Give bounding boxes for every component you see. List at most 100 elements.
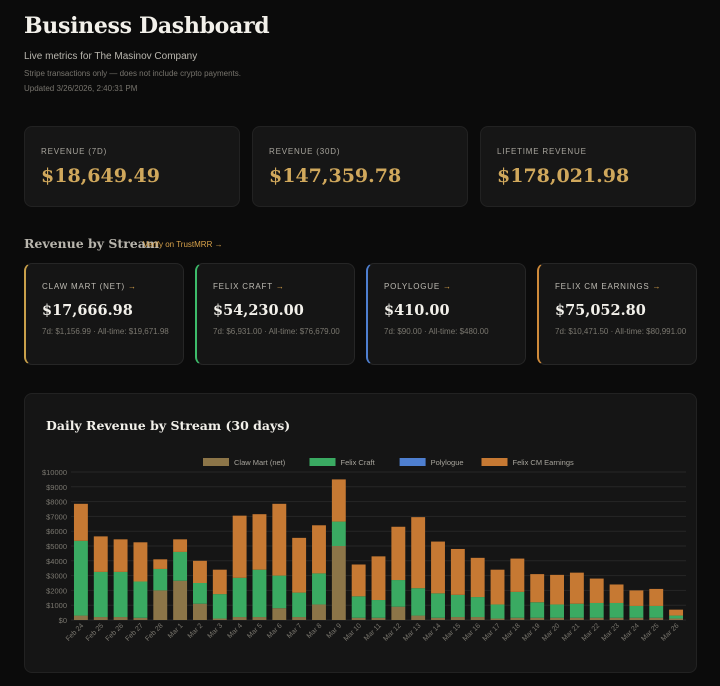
- y-tick-label: $3000: [46, 572, 67, 581]
- stream-card-polylogue[interactable]: POLYLOGUE → $410.00 7d: $90.00 · All-tim…: [366, 263, 526, 365]
- x-tick-label: Mar 5: [246, 622, 264, 640]
- bar-segment: [550, 604, 564, 618]
- bar-segment: [212, 594, 227, 619]
- daily-revenue-chart-card: Daily Revenue by Stream (30 days) $0 $100…: [24, 393, 697, 673]
- bar-segment: [371, 556, 386, 601]
- arrow-right-icon: →: [275, 282, 285, 291]
- page-title: Business Dashboard: [24, 13, 270, 39]
- bar-segment: [133, 542, 148, 582]
- bar-segment: [411, 615, 426, 620]
- arrow-right-icon: →: [128, 282, 137, 291]
- bar-segment: [411, 517, 426, 589]
- legend-swatch: [481, 458, 508, 466]
- x-tick-label: Mar 24: [620, 622, 640, 642]
- x-tick-label: Mar 4: [226, 622, 244, 640]
- bar-segment: [629, 605, 644, 618]
- stream-value: $54,230.00: [213, 302, 304, 319]
- legend-label: Claw Mart (net): [234, 458, 286, 467]
- x-tick-label: Mar 6: [266, 622, 284, 640]
- kpi-value: $178,021.98: [497, 165, 630, 187]
- y-tick-label: $6000: [46, 527, 67, 536]
- y-tick-label: $10000: [42, 468, 67, 477]
- bar-segment: [292, 617, 307, 620]
- x-tick-label: Mar 7: [286, 622, 304, 640]
- verify-trustmrr-link[interactable]: Verify on TrustMRR →: [143, 240, 223, 249]
- bar-segment: [113, 571, 128, 618]
- stream-card-claw-mart[interactable]: CLAW MART (NET) → $17,666.98 7d: $1,156.…: [24, 263, 184, 365]
- bar-segment: [252, 514, 267, 570]
- x-tick-label: Feb 26: [105, 622, 125, 642]
- y-tick-label: $0: [59, 616, 67, 625]
- bar-segment: [193, 583, 207, 604]
- bar-segment: [351, 596, 366, 618]
- bar-segment: [550, 574, 564, 605]
- stream-meta: 7d: $90.00 · All-time: $480.00: [384, 327, 489, 336]
- x-tick-label: Mar 16: [462, 622, 482, 642]
- bar-segment: [510, 617, 525, 620]
- bar-segment: [589, 617, 604, 620]
- x-tick-label: Mar 25: [640, 622, 660, 642]
- bar-segment: [431, 593, 445, 618]
- bar-segment: [490, 569, 505, 605]
- stacked-bar-chart: $0 $1000 $2000 $3000 $4000 $5000 $6000 $7000 $80…: [42, 458, 686, 643]
- bar-segment: [153, 559, 168, 569]
- x-tick-label: Mar 9: [326, 622, 344, 640]
- x-tick-label: Mar 2: [187, 622, 205, 640]
- stream-label: CLAW MART (NET) →: [42, 282, 137, 291]
- stream-label: POLYLOGUE →: [384, 282, 452, 291]
- bar-segment: [193, 603, 207, 620]
- bar-segment: [470, 557, 485, 598]
- x-tick-label: Mar 10: [343, 622, 363, 642]
- x-tick-label: Mar 26: [660, 622, 680, 642]
- stream-card-felix-cm-earnings[interactable]: FELIX CM EARNINGS → $75,052.80 7d: $10,4…: [537, 263, 697, 365]
- bar-segment: [193, 560, 207, 583]
- bar-segment: [391, 526, 406, 581]
- bar-segment: [153, 590, 168, 620]
- bar-segment: [569, 603, 584, 618]
- bar-segment: [649, 605, 664, 618]
- bar-segment: [331, 546, 346, 620]
- bar-segment: [173, 580, 188, 620]
- bar-segment: [530, 617, 545, 620]
- stream-value: $410.00: [384, 302, 450, 319]
- bar-segment: [669, 609, 684, 616]
- bar-segment: [530, 574, 545, 603]
- bar-segment: [589, 578, 604, 603]
- page-subtitle: Live metrics for The Masinov Company: [24, 51, 198, 62]
- stream-label: FELIX CRAFT →: [213, 282, 285, 291]
- bar-segment: [312, 525, 326, 574]
- stream-card-felix-craft[interactable]: FELIX CRAFT → $54,230.00 7d: $6,931.00 ·…: [195, 263, 355, 365]
- bar-segment: [292, 592, 307, 618]
- arrow-right-icon: →: [652, 282, 662, 291]
- bar-segment: [312, 604, 326, 620]
- x-tick-label: Feb 28: [144, 622, 164, 642]
- x-tick-label: Feb 27: [124, 622, 144, 642]
- bar-segment: [450, 548, 465, 595]
- bar-segment: [351, 564, 366, 597]
- bar-segment: [272, 608, 287, 620]
- y-tick-label: $8000: [46, 498, 67, 507]
- x-tick-label: Mar 23: [601, 622, 621, 642]
- x-tick-label: Mar 1: [167, 622, 185, 640]
- kpi-label: REVENUE (7D): [41, 147, 108, 156]
- bar-segment: [232, 515, 247, 578]
- bar-segment: [450, 594, 465, 618]
- legend-label: Polylogue: [431, 458, 464, 467]
- bar-segment: [391, 580, 406, 607]
- bar-segment: [153, 568, 168, 591]
- bar-segment: [212, 569, 227, 595]
- bar-segment: [470, 597, 485, 618]
- x-tick-label: Mar 18: [501, 622, 521, 642]
- stream-meta: 7d: $6,931.00 · All-time: $76,679.00: [213, 327, 340, 336]
- section-title-revenue-by-stream: Revenue by Stream: [24, 236, 160, 251]
- bar-segment: [93, 617, 108, 620]
- bar-segment: [669, 615, 684, 619]
- stream-value: $75,052.80: [555, 302, 646, 319]
- bar-segment: [173, 551, 188, 581]
- kpi-card-revenue-7d: REVENUE (7D) $18,649.49: [24, 126, 240, 207]
- bar-segment: [530, 602, 545, 618]
- legend-swatch: [399, 458, 426, 466]
- bar-segment: [589, 602, 604, 618]
- x-tick-label: Feb 25: [85, 622, 105, 642]
- bar-segment: [649, 617, 664, 620]
